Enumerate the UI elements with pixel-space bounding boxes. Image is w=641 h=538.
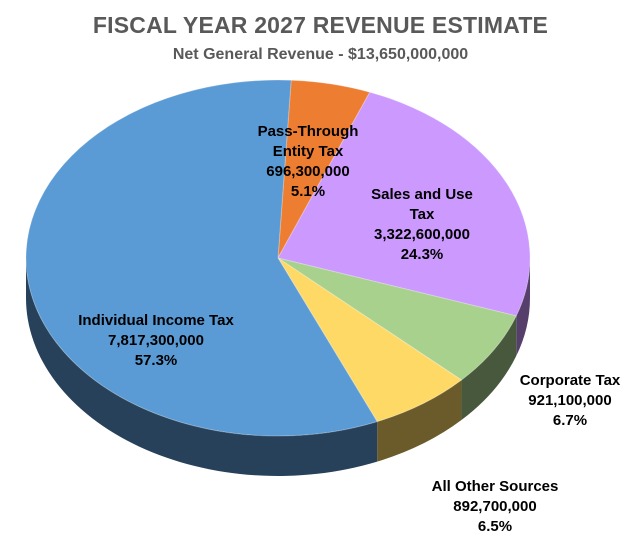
- pie-side-walls: [26, 258, 530, 477]
- pie-side-all-other-sources: [377, 380, 462, 462]
- pie-side-corporate-tax: [461, 315, 517, 421]
- pie-side-individual-income-tax: [26, 258, 378, 477]
- pie-slice-pass-through-entity-tax: [277, 79, 371, 259]
- pie-slice-individual-income-tax: [25, 79, 378, 437]
- pie-labels: Pass-Through Entity Tax 696,300,000 5.1% Sal…: [78, 123, 621, 535]
- chart-subtitle: Net General Revenue - $13,650,000,000: [172, 46, 469, 63]
- pie-top-faces: [25, 79, 531, 437]
- slice-label-sales-and-use-tax: Sales and Use Tax 3,322,600,000 24.3%: [371, 186, 473, 263]
- pie-slice-corporate-tax: [277, 257, 518, 381]
- pie-slice-all-other-sources: [277, 257, 463, 423]
- pie-side-sales-and-use-tax: [516, 258, 530, 356]
- slice-label-pass-through-entity-tax: Pass-Through Entity Tax 696,300,000 5.1%: [258, 123, 359, 200]
- slice-label-individual-income-tax: Individual Income Tax 7,817,300,000 57.3%: [78, 312, 234, 369]
- pie-slice-sales-and-use-tax: [277, 91, 531, 317]
- slice-label-all-other-sources: All Other Sources 892,700,000 6.5%: [432, 478, 559, 535]
- chart-title: FISCAL YEAR 2027 REVENUE ESTIMATE: [92, 12, 549, 38]
- slice-label-corporate-tax: Corporate Tax 921,100,000 6.7%: [520, 372, 621, 429]
